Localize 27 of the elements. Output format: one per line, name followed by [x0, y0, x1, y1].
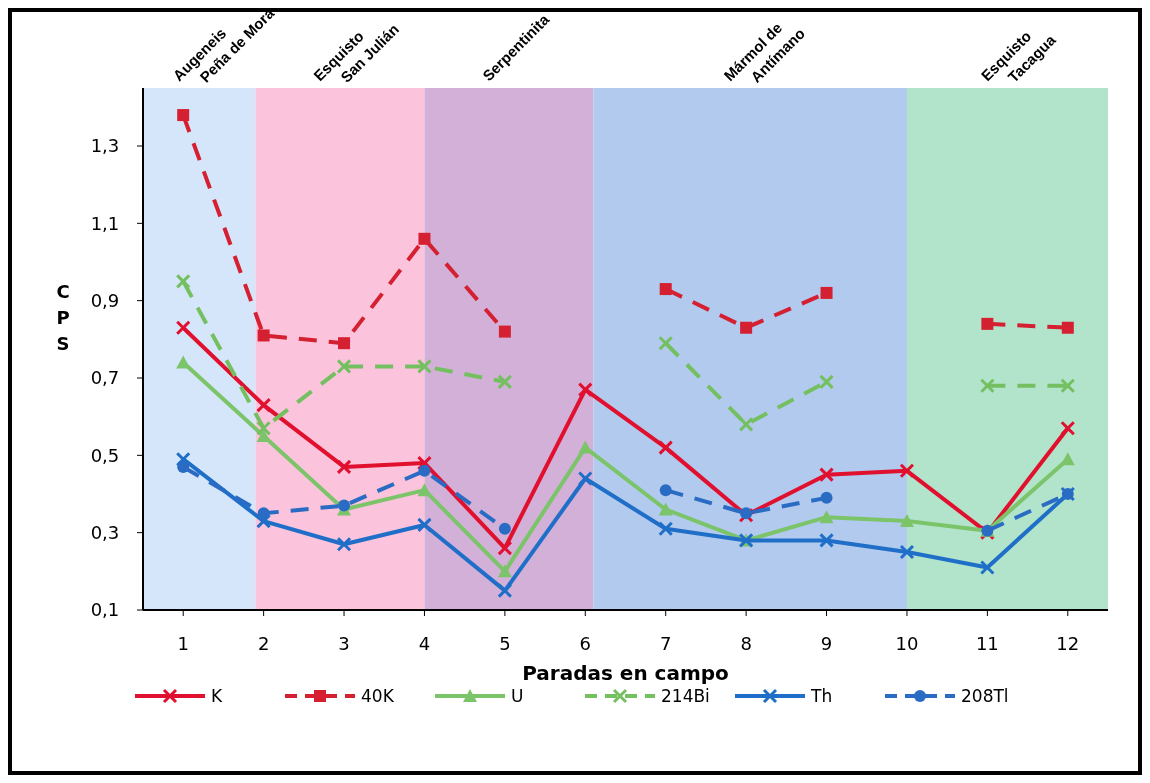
x-axis-title: Paradas en campo — [522, 661, 729, 685]
x-tick-label: 9 — [820, 633, 833, 654]
x-tick-label: 11 — [975, 633, 999, 654]
legend-label: K — [211, 685, 223, 706]
y-tick-label: 0,7 — [90, 367, 120, 389]
x-tick-label: 1 — [177, 633, 189, 654]
y-tick-label: 0,3 — [90, 521, 120, 543]
legend-label: 208Tl — [961, 685, 1009, 706]
legend-label: 214Bi — [661, 685, 710, 706]
legend-label: Th — [810, 685, 833, 706]
legend-label: U — [511, 685, 524, 706]
y-tick-label: 1,3 — [90, 135, 120, 157]
x-tick-label: 10 — [895, 633, 919, 654]
x-tick-label: 8 — [740, 633, 752, 654]
x-tick-label: 7 — [659, 633, 672, 654]
x-tick-label: 2 — [257, 633, 270, 654]
x-tick-label: 3 — [338, 633, 350, 654]
x-tick-label: 12 — [1056, 633, 1080, 654]
y-tick-label: 0,1 — [90, 599, 120, 621]
x-tick-label: 5 — [499, 633, 511, 654]
y-tick-label: 0,9 — [90, 289, 120, 311]
y-axis-title: CPS — [56, 281, 70, 354]
legend-label: 40K — [361, 685, 395, 706]
y-tick-label: 1,1 — [90, 212, 120, 234]
x-tick-label: 4 — [418, 633, 431, 654]
y-tick-label: 0,5 — [90, 444, 120, 466]
x-tick-label: 6 — [579, 633, 592, 654]
